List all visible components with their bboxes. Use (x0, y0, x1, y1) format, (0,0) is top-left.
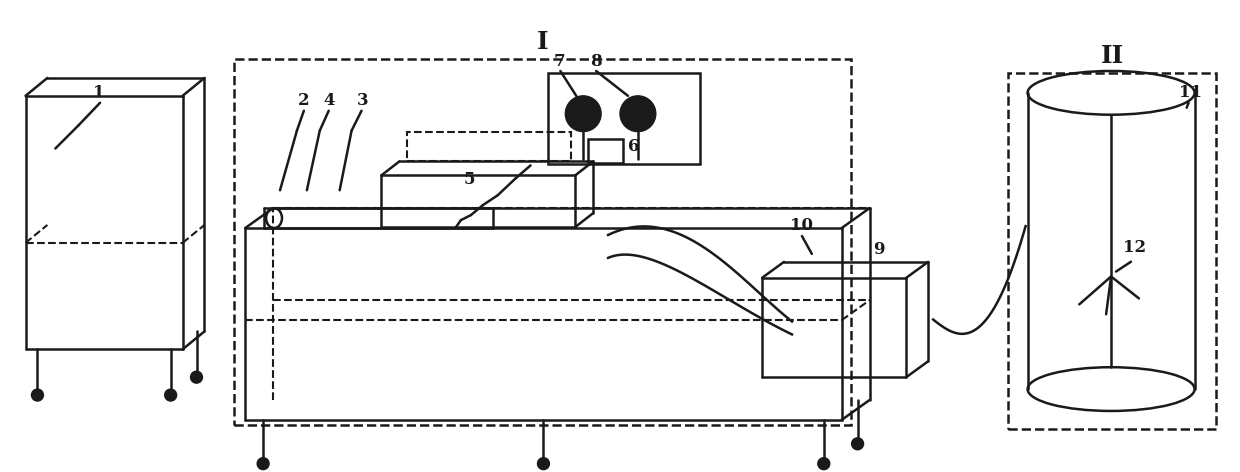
Bar (234, 59, 851, 425)
Circle shape (257, 458, 269, 470)
Circle shape (31, 389, 43, 401)
Text: 2: 2 (298, 92, 310, 109)
Text: 5: 5 (464, 171, 475, 188)
Text: 7: 7 (553, 53, 565, 70)
Circle shape (191, 371, 202, 383)
Text: 6: 6 (627, 138, 640, 155)
Text: 10: 10 (790, 217, 813, 234)
Text: I: I (537, 30, 548, 54)
Circle shape (852, 438, 863, 450)
Text: 4: 4 (324, 92, 335, 109)
Bar (1008, 73, 1216, 429)
Text: 8: 8 (590, 53, 601, 70)
Bar (407, 132, 572, 161)
Text: 12: 12 (1123, 239, 1146, 256)
Circle shape (165, 389, 176, 401)
Circle shape (818, 458, 830, 470)
Text: 3: 3 (357, 92, 368, 109)
Bar (548, 73, 699, 164)
Text: 1: 1 (93, 84, 104, 101)
Text: II: II (1100, 44, 1123, 68)
Bar (588, 139, 622, 163)
Circle shape (565, 96, 601, 132)
Text: 11: 11 (1179, 84, 1202, 101)
Circle shape (537, 458, 549, 470)
Circle shape (620, 96, 656, 132)
Text: 9: 9 (873, 241, 885, 258)
